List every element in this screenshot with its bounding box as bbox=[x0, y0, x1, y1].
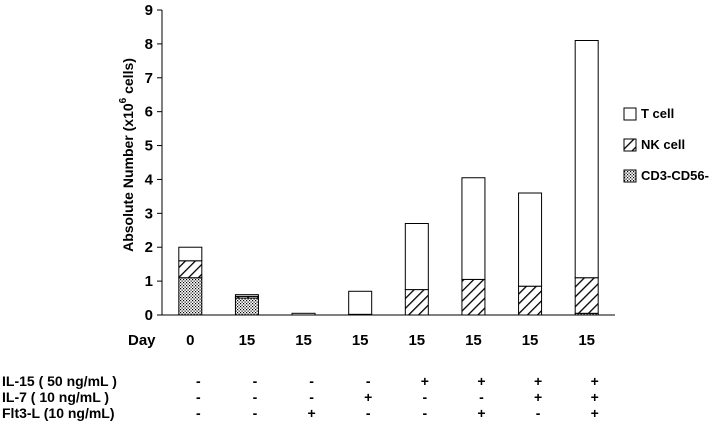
bar-segment-hatch bbox=[574, 277, 599, 314]
condition-mark: - bbox=[253, 389, 258, 405]
y-tick-label: 9 bbox=[145, 2, 153, 19]
condition-mark: - bbox=[253, 373, 258, 389]
condition-mark: - bbox=[309, 373, 314, 389]
condition-mark: + bbox=[591, 405, 599, 421]
y-tick-label: 4 bbox=[145, 171, 154, 188]
y-axis-label: Absolute Number (x106 cells) bbox=[118, 58, 136, 252]
conditions-table: IL-15 ( 50 ng/mL ) - - - - + + + +IL-7 ( 10 ng/m… bbox=[2, 373, 599, 421]
condition-mark: - bbox=[309, 389, 314, 405]
condition-mark: + bbox=[364, 389, 372, 405]
condition-mark: + bbox=[477, 405, 485, 421]
condition-label: IL-7 ( 10 ng/mL ) bbox=[2, 389, 109, 405]
y-tick-label: 0 bbox=[145, 307, 153, 324]
y-tick-label: 5 bbox=[145, 138, 153, 155]
bar-segment-open bbox=[234, 294, 259, 297]
x-tick-label: 15 bbox=[408, 332, 425, 349]
condition-mark: + bbox=[477, 373, 485, 389]
y-tick-label: 6 bbox=[145, 104, 153, 121]
condition-mark: - bbox=[366, 405, 371, 421]
x-tick-label: 0 bbox=[186, 332, 194, 349]
bar-segment-open bbox=[404, 223, 429, 291]
condition-mark: - bbox=[422, 405, 427, 421]
condition-mark: - bbox=[366, 373, 371, 389]
legend-swatch-dots bbox=[623, 169, 637, 183]
y-tick-label: 8 bbox=[145, 36, 153, 53]
bar-segment-open bbox=[574, 40, 599, 279]
x-tick-label: 15 bbox=[465, 332, 482, 349]
legend-swatch-hatch bbox=[623, 138, 637, 152]
condition-mark: + bbox=[421, 373, 429, 389]
y-tick-label: 1 bbox=[145, 273, 153, 290]
condition-mark: + bbox=[534, 373, 542, 389]
condition-mark: - bbox=[253, 405, 258, 421]
condition-mark: + bbox=[307, 405, 315, 421]
x-tick-label: 15 bbox=[352, 332, 369, 349]
axes-group bbox=[161, 10, 615, 316]
x-tick-label: 15 bbox=[239, 332, 256, 349]
legend: T cell NK cell CD3-CD56- bbox=[623, 106, 709, 183]
y-tick-label: 3 bbox=[145, 205, 153, 222]
x-tick-label: 15 bbox=[578, 332, 595, 349]
legend-swatch-open bbox=[623, 107, 637, 121]
bar-segment-hatch bbox=[178, 260, 203, 279]
y-tick-label: 2 bbox=[145, 239, 153, 256]
bar-segment-hatch bbox=[461, 278, 486, 316]
bar-segment-dots bbox=[234, 297, 259, 316]
x-tick-label: 15 bbox=[522, 332, 539, 349]
condition-label: IL-15 ( 50 ng/mL ) bbox=[2, 373, 117, 389]
bar-segment-open bbox=[461, 177, 486, 280]
condition-mark: + bbox=[591, 389, 599, 405]
condition-mark: - bbox=[536, 405, 541, 421]
bar-segment-open bbox=[291, 312, 316, 316]
legend-label: T cell bbox=[641, 106, 674, 121]
bar-segment-hatch bbox=[518, 285, 543, 316]
legend-label: NK cell bbox=[641, 137, 685, 152]
legend-label: CD3-CD56- bbox=[641, 168, 709, 183]
y-tick-label: 7 bbox=[145, 70, 153, 87]
bars-group bbox=[178, 40, 599, 316]
bar-segment-open bbox=[348, 290, 373, 315]
condition-mark: - bbox=[479, 389, 484, 405]
x-labels-group: Day 0 15 15 15 15 15 15 15 bbox=[128, 332, 595, 349]
y-ticks-group: 0 1 2 3 4 5 6 7 8 9 bbox=[145, 2, 162, 324]
x-tick-label: 15 bbox=[295, 332, 312, 349]
condition-mark: + bbox=[534, 389, 542, 405]
condition-label: Flt3-L (10 ng/mL) bbox=[2, 405, 115, 421]
condition-mark: + bbox=[591, 373, 599, 389]
condition-mark: - bbox=[422, 389, 427, 405]
x-row-label: Day bbox=[128, 332, 156, 349]
bar-segment-open bbox=[178, 246, 203, 262]
bar-segment-hatch bbox=[404, 289, 429, 316]
bar-segment-dots bbox=[178, 277, 203, 316]
condition-mark: - bbox=[196, 405, 201, 421]
condition-mark: - bbox=[196, 373, 201, 389]
bar-segment-open bbox=[518, 192, 543, 287]
condition-mark: - bbox=[196, 389, 201, 405]
